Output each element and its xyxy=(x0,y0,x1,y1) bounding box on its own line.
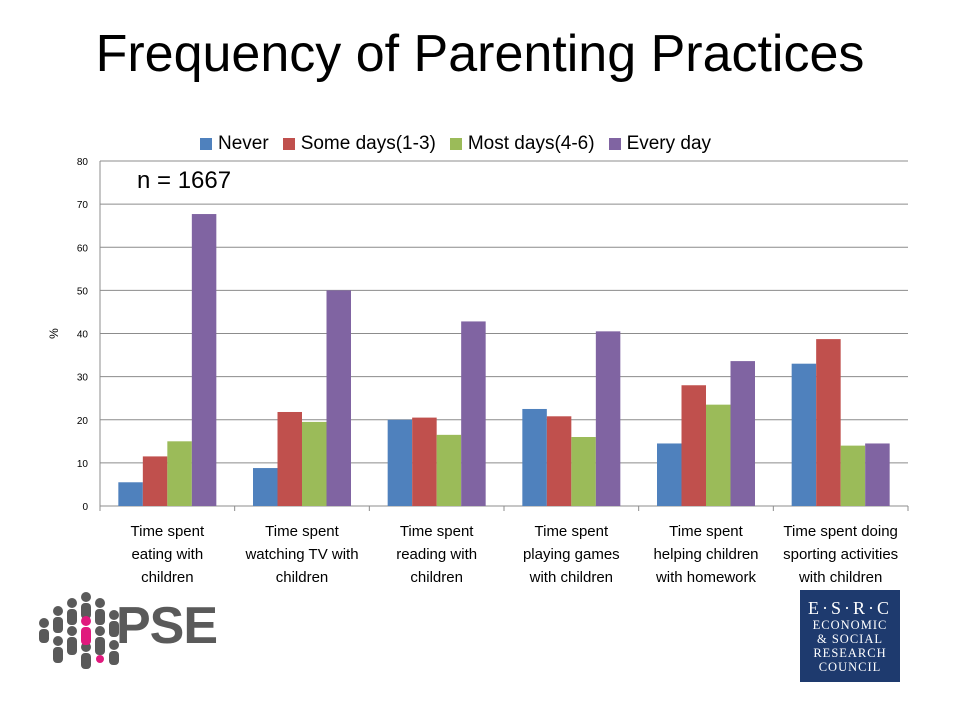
esrc-logo-line: RESEARCH xyxy=(813,646,887,660)
sample-size-annotation: n = 1667 xyxy=(137,167,232,194)
x-category-label-line: Time spent xyxy=(669,523,743,540)
x-category-label-line: Time spent xyxy=(265,523,339,540)
bar-every-day-5 xyxy=(865,443,890,506)
bar-never-5 xyxy=(791,363,817,506)
y-tick-label: 30 xyxy=(77,373,89,384)
page-title: Frequency of Parenting Practices xyxy=(95,25,865,83)
x-category-label: Time spent reading with children xyxy=(367,520,507,589)
x-category-label: Time spent helping children with homework xyxy=(636,520,776,589)
bar-never-0 xyxy=(118,482,143,506)
legend-swatch xyxy=(449,138,462,150)
y-tick-label: 40 xyxy=(77,330,89,341)
x-category-label-line: children xyxy=(410,569,463,586)
y-axis-label: % xyxy=(47,328,61,339)
x-category-label-line: Time spent xyxy=(399,523,474,540)
bar-never-2 xyxy=(387,419,413,506)
legend-label: Some days(1-3) xyxy=(300,133,436,154)
bar-never-4 xyxy=(657,443,682,506)
bar-some-days-1-3-0 xyxy=(142,456,168,506)
bar-most-days-4-6-5 xyxy=(840,445,866,506)
bar-most-days-4-6-2 xyxy=(436,434,462,506)
bar-every-day-2 xyxy=(461,321,486,506)
bar-every-day-0 xyxy=(191,214,217,506)
legend-swatch xyxy=(608,138,621,150)
legend-swatch xyxy=(282,138,295,150)
x-category-label-line: children xyxy=(275,569,329,586)
x-category-label-line: with children xyxy=(529,569,614,586)
x-category-label-line: playing games xyxy=(522,546,620,563)
x-category-label-line: children xyxy=(141,569,194,586)
legend-item: Some days(1-3) xyxy=(282,133,436,155)
x-category-label: Time spent eating with children xyxy=(97,520,237,589)
x-category-label-line: sporting activities xyxy=(783,546,899,563)
x-category-label-line: reading with xyxy=(396,546,478,563)
bar-never-1 xyxy=(253,468,278,506)
x-category-label: Time spent watching TV with children xyxy=(232,520,372,589)
y-tick-label: 80 xyxy=(77,157,89,168)
pse-people-logo-icon xyxy=(39,592,119,669)
bar-every-day-4 xyxy=(730,361,755,506)
bar-some-days-1-3-5 xyxy=(816,339,841,506)
bar-every-day-1 xyxy=(326,290,351,506)
bar-most-days-4-6-0 xyxy=(167,441,192,506)
x-category-label-line: eating with xyxy=(131,546,204,563)
x-category-label-line: with children xyxy=(798,569,883,586)
x-category-label: Time spent doing sporting activities with … xyxy=(771,520,911,589)
x-category-label-line: helping children xyxy=(653,546,759,563)
esrc-logo-line: E·S·R·C xyxy=(808,598,892,618)
legend-label: Most days(4-6) xyxy=(467,133,595,154)
x-category-label-line: Time spent xyxy=(534,523,609,540)
esrc-logo-line: ECONOMIC xyxy=(812,618,888,632)
legend-swatch xyxy=(200,138,212,150)
bar-most-days-4-6-4 xyxy=(706,404,731,506)
x-category-label-line: watching TV with xyxy=(245,546,359,563)
bar-some-days-1-3-4 xyxy=(681,385,706,506)
bar-most-days-4-6-3 xyxy=(571,437,596,506)
esrc-logo: E·S·R·C ECONOMIC & SOCIAL RESEARCH COUNCIL xyxy=(800,590,900,682)
legend-label: Never xyxy=(218,133,269,154)
x-category-label-line: Time spent doing xyxy=(783,523,898,540)
y-tick-label: 0 xyxy=(82,502,88,513)
y-tick-label: 60 xyxy=(77,243,89,254)
bar-some-days-1-3-3 xyxy=(546,416,572,506)
bar-some-days-1-3-1 xyxy=(277,411,302,506)
y-tick-label: 70 xyxy=(77,200,89,211)
esrc-logo-line: & SOCIAL xyxy=(817,632,883,646)
bar-most-days-4-6-1 xyxy=(302,421,327,506)
y-tick-label: 10 xyxy=(77,459,89,470)
y-tick-label: 20 xyxy=(77,416,89,427)
y-tick-label: 50 xyxy=(77,286,89,297)
bar-some-days-1-3-2 xyxy=(412,417,437,506)
chart-legend: Never Some days(1-3) Most days(4-6) Every d… xyxy=(200,133,711,155)
x-category-label-line: Time spent xyxy=(130,523,205,540)
pse-logo-text: PSE xyxy=(116,597,218,655)
legend-item: Most days(4-6) xyxy=(449,133,595,155)
bar-every-day-3 xyxy=(595,331,621,506)
x-category-label: Time spent playing games with children xyxy=(501,520,641,589)
x-category-label-line: with homework xyxy=(655,569,757,586)
legend-item: Never xyxy=(200,133,269,155)
esrc-logo-line: COUNCIL xyxy=(818,660,882,674)
bar-never-3 xyxy=(522,408,547,506)
legend-item: Every day xyxy=(608,133,712,155)
legend-label: Every day xyxy=(626,133,712,154)
